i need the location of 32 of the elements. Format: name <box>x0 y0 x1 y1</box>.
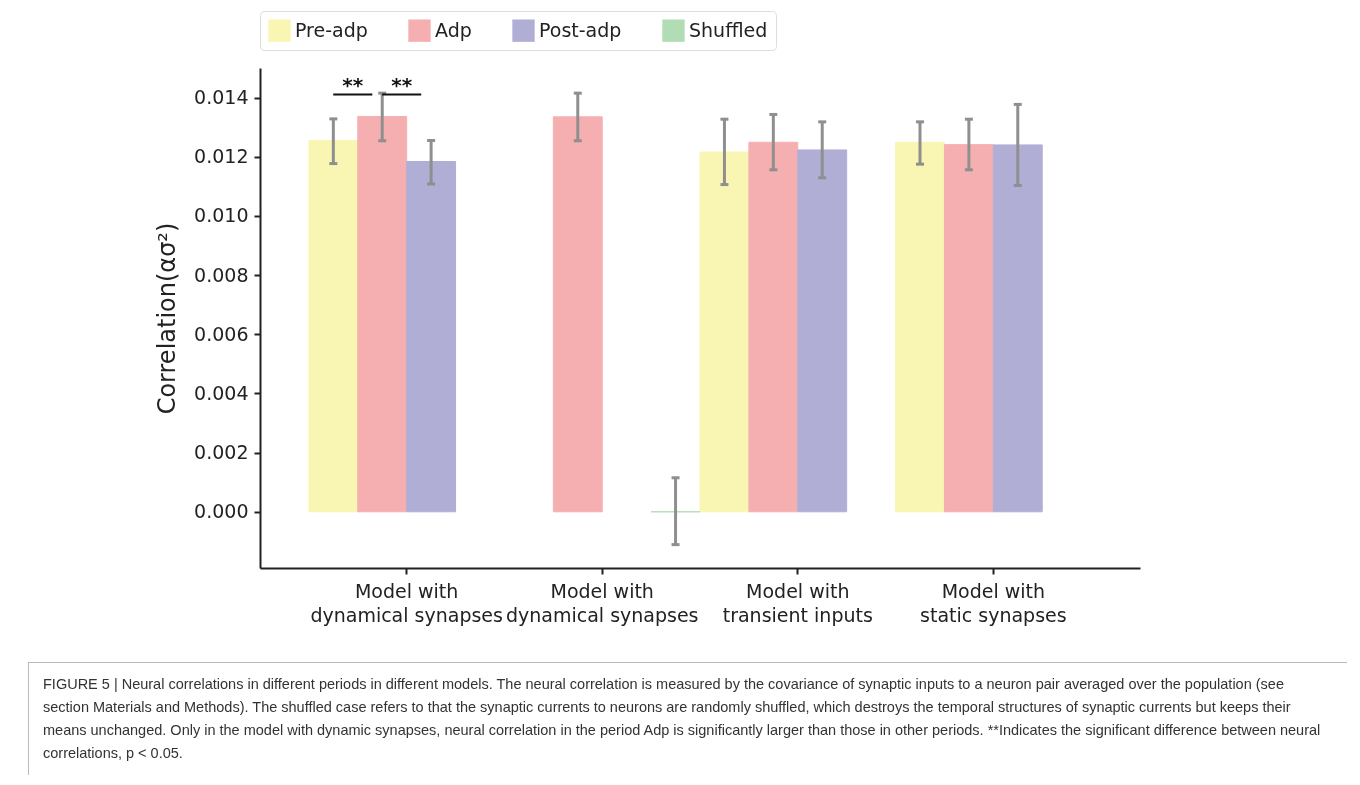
legend-label: Shuffled <box>689 18 768 41</box>
legend-label: Adp <box>435 18 472 41</box>
y-tick-label: 0.012 <box>194 145 249 168</box>
bar <box>748 141 799 513</box>
y-tick-label: 0.000 <box>194 500 249 523</box>
x-tick-label: Model with dynamical synapses <box>310 579 503 626</box>
significance-bracket: ** <box>381 72 423 97</box>
x-tick-label: Model with static synapses <box>920 579 1067 626</box>
caption: FIGURE 5 | Neural correlations in different periods in different models. The neural correlation is measured by the covariance of synaptic inputs to a neuron pair averaged over the population (see section Materials and Methods). The shuffled case refers to that the synaptic currents to neurons are randomly shuffled, which destroys the temporal structures of synaptic currents but keeps their means unchanged. Only in the model with dynamic synapses, neural correlation in the period Adp is significantly larger than those in other periods. **Indicates the significant difference between neural correlations, p < 0.05. <box>43 675 1322 763</box>
x-tick-label: Model with dynamical synapses <box>505 579 699 626</box>
bar <box>552 116 603 513</box>
x-tick-label: Model with transient inputs <box>722 579 873 626</box>
y-tick-label: 0.014 <box>194 86 249 109</box>
legend-label: Pre-adp <box>295 18 368 41</box>
bar <box>699 151 750 513</box>
significance-bracket: ** <box>332 72 374 97</box>
bar <box>406 160 457 513</box>
legend-label: Post-adp <box>539 18 622 41</box>
bar <box>895 141 945 513</box>
annotation: ** <box>391 72 413 97</box>
bar <box>308 139 359 513</box>
y-tick-label: 0.002 <box>194 441 249 464</box>
annotation: ** <box>342 72 364 97</box>
y-tick-label: 0.010 <box>194 204 249 227</box>
bar <box>992 144 1043 513</box>
y-tick-label: 0.006 <box>194 322 249 345</box>
bar <box>943 144 994 513</box>
y-axis-title: Correlation(ασ²) <box>153 222 182 415</box>
y-tick-label: 0.008 <box>194 263 249 286</box>
bar <box>357 116 408 513</box>
bar <box>797 149 848 513</box>
y-tick-label: 0.004 <box>194 381 249 404</box>
